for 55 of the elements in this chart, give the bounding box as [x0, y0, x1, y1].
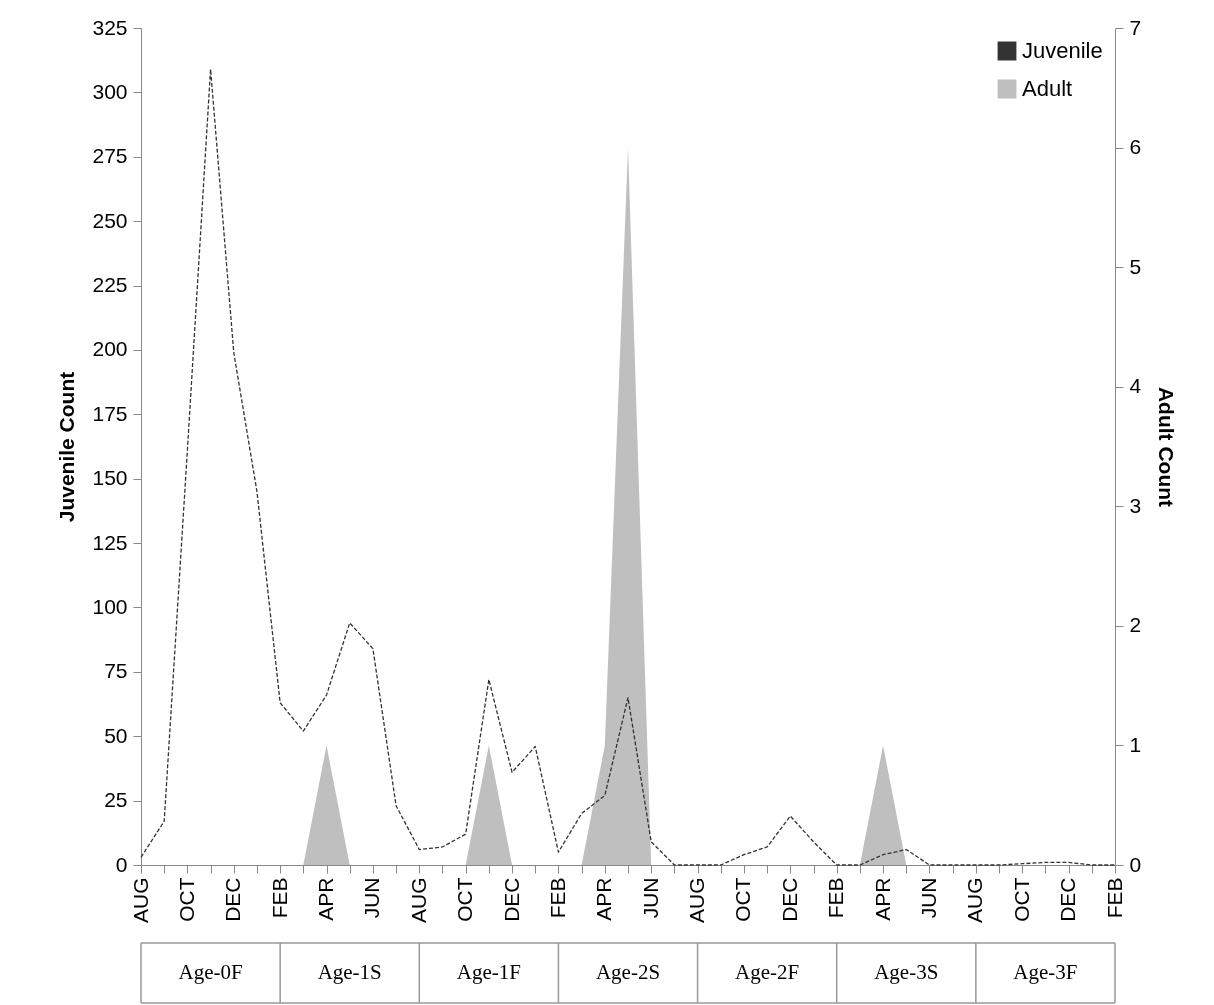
y-tick-label: 200	[92, 337, 128, 361]
x-tick-label: APR	[592, 877, 616, 921]
x-tick-label: OCT	[1009, 877, 1033, 922]
x-tick-label: OCT	[453, 877, 477, 922]
x-tick-label: JUN	[916, 877, 940, 919]
legend-label: Juvenile	[1022, 38, 1103, 63]
y-tick-label: 0	[115, 852, 128, 876]
y2-tick-label: 5	[1129, 254, 1142, 278]
y2-axis-title: Adult Count	[1155, 386, 1179, 508]
legend-label: Adult	[1022, 76, 1073, 101]
x-tick-label: DEC	[1056, 877, 1080, 922]
y-tick-label: 150	[92, 466, 128, 490]
text: Age-1F	[456, 960, 521, 984]
y-tick-label: 300	[92, 79, 128, 103]
x-tick-label: OCT	[174, 877, 198, 922]
x-tick-label: APR	[870, 877, 894, 921]
x-tick-label: AUG	[406, 877, 430, 924]
x-tick-label: DEC	[499, 877, 523, 922]
y2-tick-label: 6	[1129, 135, 1142, 159]
x-tick-label: FEB	[824, 877, 848, 919]
y2-tick-label: 4	[1129, 374, 1142, 398]
y-tick-label: 50	[104, 723, 128, 747]
x-tick-label: JUN	[360, 877, 384, 919]
y-tick-label: 250	[92, 208, 128, 232]
y2-tick-label: 1	[1129, 732, 1142, 756]
text: Age-3S	[874, 960, 939, 984]
x-tick-label: FEB	[267, 877, 291, 919]
y-tick-label: 175	[92, 401, 128, 425]
y2-tick-label: 7	[1129, 15, 1142, 39]
y-tick-label: 325	[92, 15, 128, 39]
y2-tick-label: 0	[1129, 852, 1142, 876]
y2-tick-label: 3	[1129, 493, 1142, 517]
y-tick-label: 25	[104, 788, 128, 812]
x-tick-label: APR	[314, 877, 338, 921]
x-tick-label: DEC	[221, 877, 245, 922]
text: Age-3F	[1013, 960, 1078, 984]
y-axis-title: Juvenile Count	[55, 371, 79, 523]
y-tick-label: 100	[92, 594, 128, 618]
y-tick-label: 275	[92, 144, 128, 168]
text: Age-2F	[735, 960, 800, 984]
x-tick-label: FEB	[1102, 877, 1126, 919]
y-tick-label: 225	[92, 273, 128, 297]
y-tick-label: 75	[104, 659, 128, 683]
y-tick-label: 125	[92, 530, 128, 554]
x-tick-label: FEB	[545, 877, 569, 919]
x-tick-label: JUN	[638, 877, 662, 919]
x-tick-label: AUG	[963, 877, 987, 924]
y2-tick-label: 2	[1129, 613, 1142, 637]
text: Age-0F	[178, 960, 243, 984]
x-tick-label: AUG	[685, 877, 709, 924]
x-tick-label: OCT	[731, 877, 755, 922]
text: Age-2S	[595, 960, 661, 984]
x-tick-label: AUG	[128, 877, 152, 924]
x-tick-label: DEC	[777, 877, 801, 922]
text: Age-1S	[317, 960, 382, 984]
